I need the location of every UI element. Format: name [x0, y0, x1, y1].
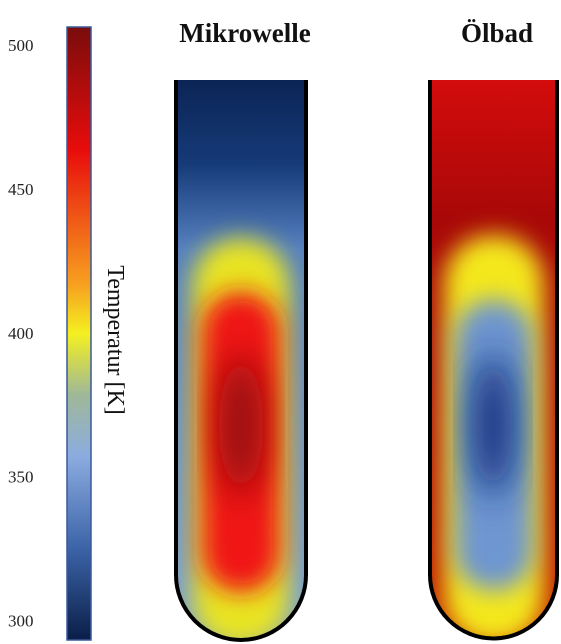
title-box	[150, 5, 332, 77]
tick-label: 400	[8, 324, 34, 343]
tube-outline	[428, 80, 559, 641]
tube-heatmap	[430, 80, 557, 639]
tick-label: 350	[8, 468, 34, 487]
tick-label: 300	[8, 612, 34, 631]
title-box	[405, 5, 561, 77]
panel-title: Ölbad	[461, 18, 533, 48]
tube-heatmap	[176, 80, 306, 640]
colorbar-label: Temperatur [K]	[102, 265, 128, 415]
colorbar: 300 350 400 450 500	[8, 26, 92, 641]
panel-title: Mikrowelle	[179, 18, 310, 48]
tube-outline	[174, 80, 308, 642]
colorbar-scale	[66, 26, 92, 641]
tick-label: 500	[8, 36, 34, 55]
tick-label: 450	[8, 180, 34, 199]
